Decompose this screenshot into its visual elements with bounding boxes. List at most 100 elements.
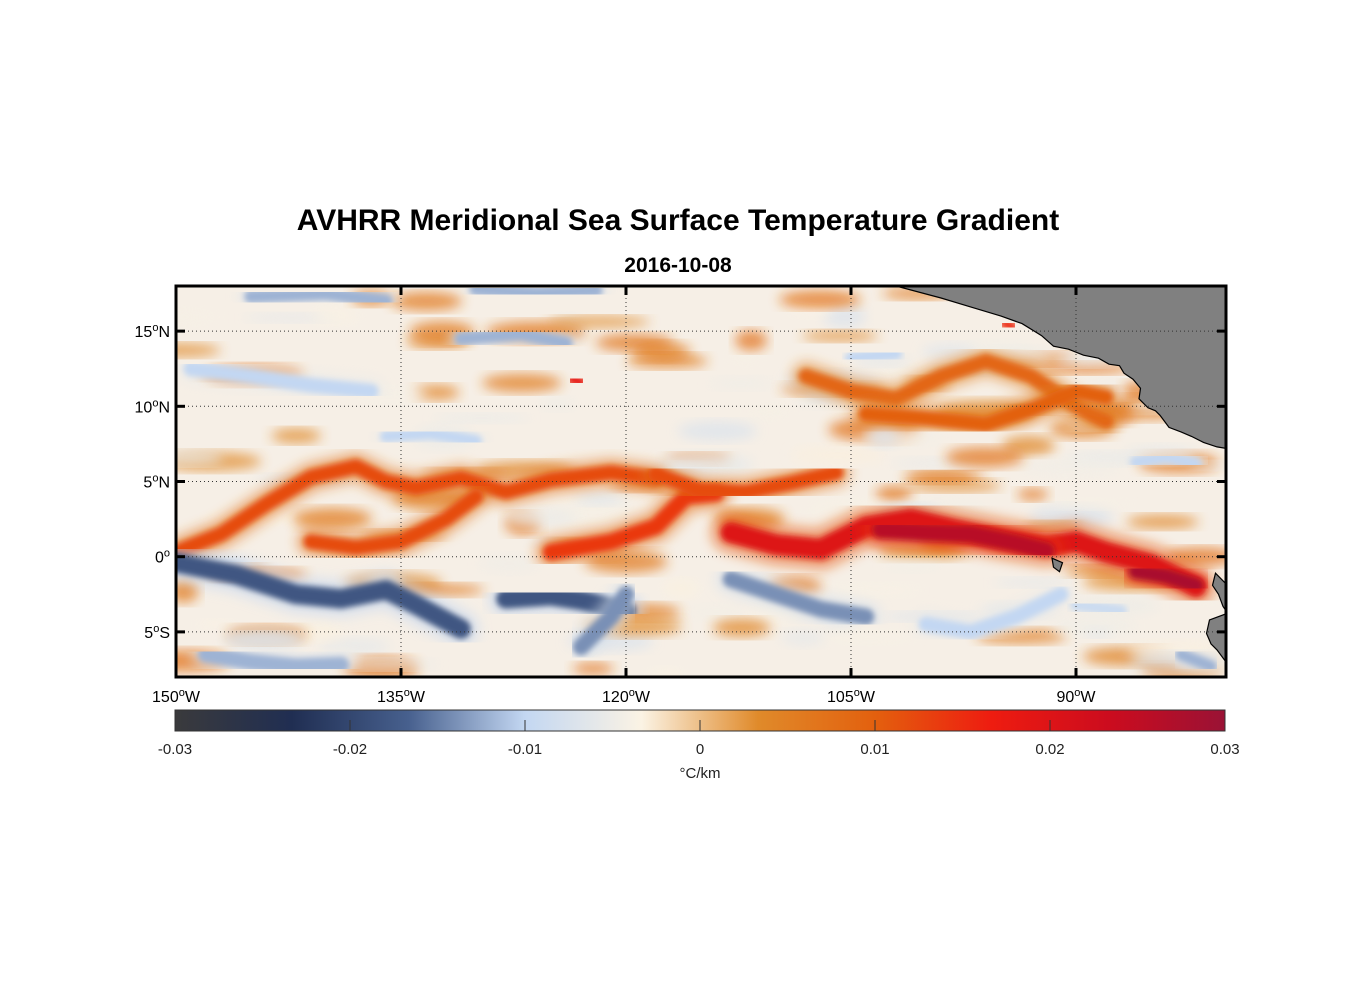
texture-streak — [801, 330, 879, 342]
cold-front — [572, 586, 635, 656]
texture-streak — [790, 445, 885, 465]
cold-front — [176, 552, 471, 639]
colorbar-tick-label: 0.03 — [1210, 741, 1239, 758]
warm-front — [871, 520, 1056, 560]
texture-streak — [1126, 515, 1199, 529]
texture-streak — [735, 330, 768, 351]
y-tick-label: 5oS — [144, 623, 170, 642]
map-axis-ticks — [174, 286, 1226, 677]
cold-front — [918, 586, 1069, 640]
cold-front — [1174, 648, 1218, 673]
texture-streak — [823, 304, 866, 329]
map-axis-labels: 150oW 135oW 120oW 105oW 90oW 15oN 10oN 5oN 0o 5oS — [135, 322, 1097, 706]
colorbar-tick-label: -0.03 — [158, 741, 192, 758]
colorbar-tick-label: 0.02 — [1035, 741, 1064, 758]
land-masses — [895, 286, 1226, 664]
texture-streak — [1001, 435, 1056, 456]
texture-streak — [1017, 488, 1049, 501]
colorbar: -0.03 -0.02 -0.01 0 0.01 0.02 0.03 °C/km — [158, 709, 1240, 782]
y-tick-label: 10oN — [135, 397, 170, 416]
cold-front — [183, 361, 379, 399]
texture-streak — [875, 485, 913, 503]
x-tick-label: 150oW — [152, 687, 201, 706]
cold-front — [844, 347, 903, 365]
warm-front — [303, 488, 484, 556]
graticule — [176, 286, 1226, 677]
colorbar-tick-label: 0.01 — [860, 741, 889, 758]
warm-front — [176, 458, 664, 560]
texture-streak — [176, 343, 221, 357]
texture-streak — [176, 308, 218, 326]
texture-streak — [337, 659, 439, 670]
texture-streak — [708, 377, 775, 390]
land-polygon — [895, 286, 1226, 450]
texture-streak — [176, 450, 224, 466]
cold-front — [379, 427, 483, 447]
texture-streak — [1052, 499, 1129, 509]
texture-streak — [663, 579, 699, 598]
warm-front — [1128, 564, 1204, 593]
texture-streak — [1020, 457, 1122, 477]
y-tick-label: 15oN — [135, 322, 170, 341]
texture-streak — [632, 342, 691, 361]
y-tick-label: 0o — [155, 548, 170, 567]
warm-front — [567, 374, 586, 387]
texture-streak — [648, 668, 682, 677]
texture-streak — [832, 583, 919, 597]
y-tick-label: 5oN — [143, 473, 170, 492]
x-tick-label: 105oW — [827, 687, 876, 706]
land-polygon — [1211, 572, 1226, 612]
texture-streak — [575, 491, 625, 505]
cold-front — [1069, 598, 1128, 617]
texture-streak — [225, 628, 304, 650]
texture-streak — [824, 630, 916, 644]
texture-streak — [432, 414, 531, 423]
colorbar-ticks: -0.03 -0.02 -0.01 0 0.01 0.02 0.03 — [158, 720, 1240, 758]
texture-streak — [867, 425, 899, 447]
texture-streak — [945, 447, 1025, 468]
texture-streak — [677, 421, 758, 441]
texture-streak — [779, 290, 862, 309]
x-tick-label: 120oW — [602, 687, 651, 706]
colorbar-tick-label: 0 — [696, 741, 704, 758]
cold-front — [197, 646, 350, 675]
texture-streak — [572, 662, 614, 675]
texture-streak — [780, 629, 826, 647]
texture-streak — [271, 428, 322, 444]
page-title: AVHRR Meridional Sea Surface Temperature… — [296, 204, 1060, 237]
warm-front — [858, 383, 1114, 432]
land-polygon — [1205, 613, 1226, 664]
texture-streak — [728, 347, 762, 366]
map-plot-area — [174, 284, 1228, 679]
warm-front — [1000, 319, 1017, 331]
texture-streak — [688, 604, 745, 620]
texture-streak — [712, 618, 771, 637]
map-subtitle-date: 2016-10-08 — [624, 254, 732, 277]
texture-streak — [292, 508, 373, 530]
x-tick-label: 135oW — [377, 687, 426, 706]
warm-front — [648, 464, 844, 500]
texture-streak — [902, 472, 976, 484]
x-tick-label: 90oW — [1056, 687, 1096, 706]
texture-streak — [197, 619, 233, 628]
colorbar-tick-label: -0.01 — [508, 741, 542, 758]
gradient-fronts — [176, 286, 1223, 677]
colorbar-unit-label: °C/km — [680, 765, 721, 782]
texture-streak — [391, 292, 463, 311]
cold-front — [454, 327, 573, 350]
colorbar-tick-label: -0.02 — [333, 741, 367, 758]
cold-front — [1129, 451, 1203, 470]
texture-streak — [505, 508, 577, 528]
land-polygon — [1051, 557, 1064, 573]
texture-streak — [546, 316, 651, 328]
texture-streak — [747, 402, 792, 420]
texture-streak — [314, 306, 359, 324]
texture-streak — [478, 554, 540, 573]
cold-front — [244, 286, 393, 308]
texture-streak — [176, 579, 199, 603]
cold-front — [722, 571, 875, 626]
texture-streak — [883, 560, 941, 572]
texture-streak — [1038, 362, 1133, 374]
texture-streak — [481, 373, 562, 393]
